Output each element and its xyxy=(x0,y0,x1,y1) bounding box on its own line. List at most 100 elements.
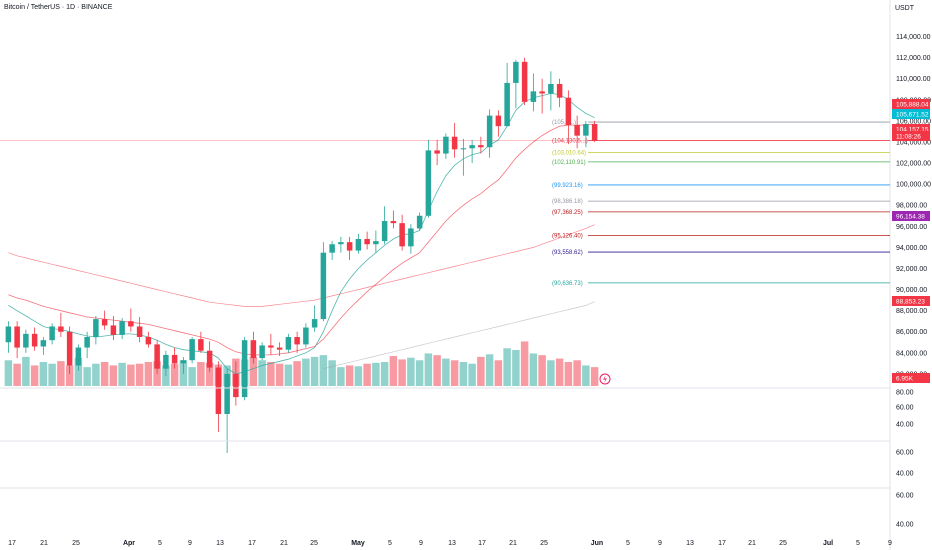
candle-body xyxy=(390,221,397,224)
volume-bar xyxy=(407,357,415,386)
volume-bar xyxy=(538,355,546,386)
time-axis-label: 9 xyxy=(419,540,423,547)
time-axis-label: 13 xyxy=(448,540,456,547)
level-label: (93,558.62) xyxy=(552,250,583,256)
volume-bar xyxy=(302,358,310,386)
price-badge-text: 105,888.04 xyxy=(896,102,929,109)
volume-bar xyxy=(57,361,65,386)
candle-body xyxy=(364,238,370,245)
volume-bar xyxy=(74,357,83,386)
currency-label[interactable]: USDT xyxy=(894,5,914,12)
price-badge-text: 11:08:26 xyxy=(896,134,921,141)
price-badge xyxy=(892,373,930,383)
price-tick-label: 92,000.00 xyxy=(896,266,927,273)
candle-body xyxy=(40,340,47,347)
volume-bar xyxy=(22,356,30,386)
volume-bar xyxy=(249,356,258,386)
volume-bars xyxy=(4,341,599,386)
lightning-glyph xyxy=(603,375,607,383)
volume-bar xyxy=(512,350,520,386)
volume-bar xyxy=(424,353,433,386)
volume-bar xyxy=(389,356,398,386)
candle-body xyxy=(408,228,414,247)
volume-bar xyxy=(197,362,205,386)
candle-body xyxy=(574,125,580,136)
volume-bar xyxy=(205,362,214,386)
ema-fast-line xyxy=(8,93,595,375)
candle-body xyxy=(434,150,440,154)
volume-bar xyxy=(39,362,48,386)
volume-bar xyxy=(459,362,468,386)
time-axis-label: 5 xyxy=(158,540,162,547)
candle-body xyxy=(521,61,528,102)
price-badge xyxy=(892,124,930,134)
volume-bar xyxy=(468,363,476,386)
time-axis-label: 5 xyxy=(856,540,860,547)
candle-body xyxy=(591,124,598,141)
candle-body xyxy=(23,333,29,348)
candle-body xyxy=(443,136,449,154)
price-tick-label: 96,000.00 xyxy=(896,224,927,231)
volume-bar xyxy=(127,364,135,386)
candle-body xyxy=(268,345,274,348)
level-label: (98,386.18) xyxy=(552,199,583,205)
candle-body xyxy=(84,337,90,348)
pane-tick-label: 80.00 xyxy=(896,390,914,397)
pane-tick-label: 40.00 xyxy=(896,471,914,478)
candle-body xyxy=(285,337,292,350)
price-tick-label: 88,000.00 xyxy=(896,308,927,315)
time-axis-label: 17 xyxy=(718,540,726,547)
volume-bar xyxy=(170,363,179,386)
price-badge-text: 105,671.52 xyxy=(896,112,929,119)
price-tick-label: 98,000.00 xyxy=(896,203,927,210)
candle-body xyxy=(556,83,563,98)
candle-body xyxy=(180,360,187,364)
candle-body xyxy=(346,242,353,251)
time-axis-label: 13 xyxy=(216,540,224,547)
price-tick-label: 110,000.00 xyxy=(896,76,931,83)
pane-tick-label: 40.00 xyxy=(896,422,914,429)
price-badge-text: 96,154.38 xyxy=(896,214,925,221)
candle-body xyxy=(425,150,432,216)
volume-bar xyxy=(477,356,485,386)
volume-bar xyxy=(118,362,126,386)
price-tick-label: 100,000.00 xyxy=(896,182,931,189)
candle-body xyxy=(49,326,55,341)
symbol-title[interactable]: Bitcoin / TetherUS · 1D · BINANCE xyxy=(4,4,113,11)
price-badge xyxy=(892,109,930,119)
time-axis-label: 9 xyxy=(658,540,662,547)
volume-bar xyxy=(345,365,354,386)
time-axis-label: 21 xyxy=(40,540,48,547)
volume-bar xyxy=(582,365,590,386)
price-tick-label: 114,000.00 xyxy=(896,34,931,41)
volume-bar xyxy=(319,355,328,386)
volume-bar xyxy=(284,364,293,386)
candle-body xyxy=(66,331,73,366)
candle-body xyxy=(338,242,344,245)
candle-body xyxy=(58,326,64,332)
level-label: (103,010.64) xyxy=(552,150,586,156)
level-label: (104,130.5...) xyxy=(552,139,588,145)
volume-bar xyxy=(328,360,336,386)
volume-bar xyxy=(65,365,74,386)
price-tick-label: 94,000.00 xyxy=(896,245,927,252)
time-axis-label: 21 xyxy=(509,540,517,547)
time-axis-label: 5 xyxy=(626,540,630,547)
time-axis-label: 25 xyxy=(310,540,318,547)
time-axis-label: 17 xyxy=(248,540,256,547)
candle-body xyxy=(145,337,152,345)
volume-bar xyxy=(293,361,301,386)
price-badge-text: 6.95K xyxy=(896,376,914,383)
time-axis-label: 25 xyxy=(540,540,548,547)
price-badge-text: 104,157.15 xyxy=(896,127,929,134)
volume-bar xyxy=(267,362,275,386)
volume-bar xyxy=(83,367,91,386)
candle-body xyxy=(329,244,335,253)
time-axis-label: Apr xyxy=(123,540,135,547)
candle-body xyxy=(548,83,554,94)
candle-body xyxy=(75,347,82,366)
candle-body xyxy=(171,354,178,364)
volume-bar xyxy=(529,353,538,386)
candle-body xyxy=(259,345,265,359)
